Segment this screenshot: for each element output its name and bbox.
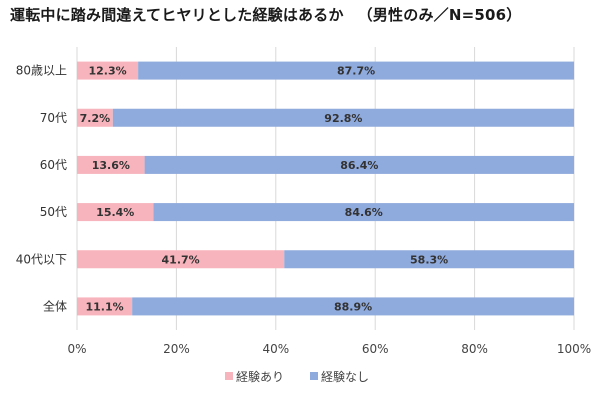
bar-segment-not-experienced (284, 250, 574, 269)
bar-segment-not-experienced (144, 155, 575, 174)
legend-swatch (225, 372, 233, 380)
x-tick-label: 20% (163, 342, 190, 356)
bar-segment-not-experienced (132, 297, 575, 316)
bar-segment-not-experienced (112, 108, 574, 127)
data-label: 84.6% (345, 206, 383, 219)
bar-segment-not-experienced (153, 203, 574, 222)
bar-segment-experienced (77, 108, 113, 127)
bar-segment-experienced (77, 250, 285, 269)
data-label: 41.7% (162, 253, 200, 266)
bar-segment-experienced (77, 155, 145, 174)
x-tick-label: 0% (67, 342, 86, 356)
category-label: 60代 (40, 158, 67, 172)
category-label: 全体 (43, 298, 67, 313)
data-label: 7.2% (80, 112, 111, 125)
data-label: 12.3% (88, 65, 126, 78)
data-label: 13.6% (92, 159, 130, 172)
data-label: 86.4% (340, 159, 378, 172)
bar-segment-not-experienced (138, 61, 575, 80)
x-tick-label: 100% (557, 342, 591, 356)
x-tick-label: 80% (461, 342, 488, 356)
data-label: 92.8% (324, 112, 362, 125)
bar-segment-experienced (77, 61, 139, 80)
x-tick-labels: 0% 20% 40% 60% 80% 100% (67, 342, 591, 356)
x-tick-label: 60% (362, 342, 389, 356)
grid-lines (76, 47, 575, 330)
bar-group: 12.3% 87.7% 7.2% 92.8% 13.6% 86.4% 15.4% 84.6% 4… (77, 61, 575, 316)
chart-subtitle: （男性のみ／N=506） (357, 6, 522, 24)
chart-title-text: 運転中に踏み間違えてヒヤリとした経験はあるか (10, 6, 344, 24)
data-label: 87.7% (337, 65, 375, 78)
bar-segment-experienced (77, 203, 154, 222)
category-label: 80歳以上 (16, 64, 67, 78)
category-label: 40代以下 (16, 252, 67, 266)
data-label: 88.9% (334, 300, 372, 313)
x-tick-label: 40% (262, 342, 289, 356)
legend-swatch (310, 372, 318, 380)
legend-label: 経験なし (321, 369, 369, 384)
category-label: 70代 (40, 111, 67, 125)
category-label: 50代 (40, 205, 67, 219)
data-label: 58.3% (410, 253, 448, 266)
legend: 経験あり 経験なし (225, 369, 369, 384)
bar-segment-experienced (77, 297, 133, 316)
chart-title: 運転中に踏み間違えてヒヤリとした経験はあるか （男性のみ／N=506） (10, 4, 595, 28)
data-label: 11.1% (85, 300, 123, 313)
data-label: 15.4% (96, 206, 134, 219)
legend-label: 経験あり (236, 369, 284, 384)
